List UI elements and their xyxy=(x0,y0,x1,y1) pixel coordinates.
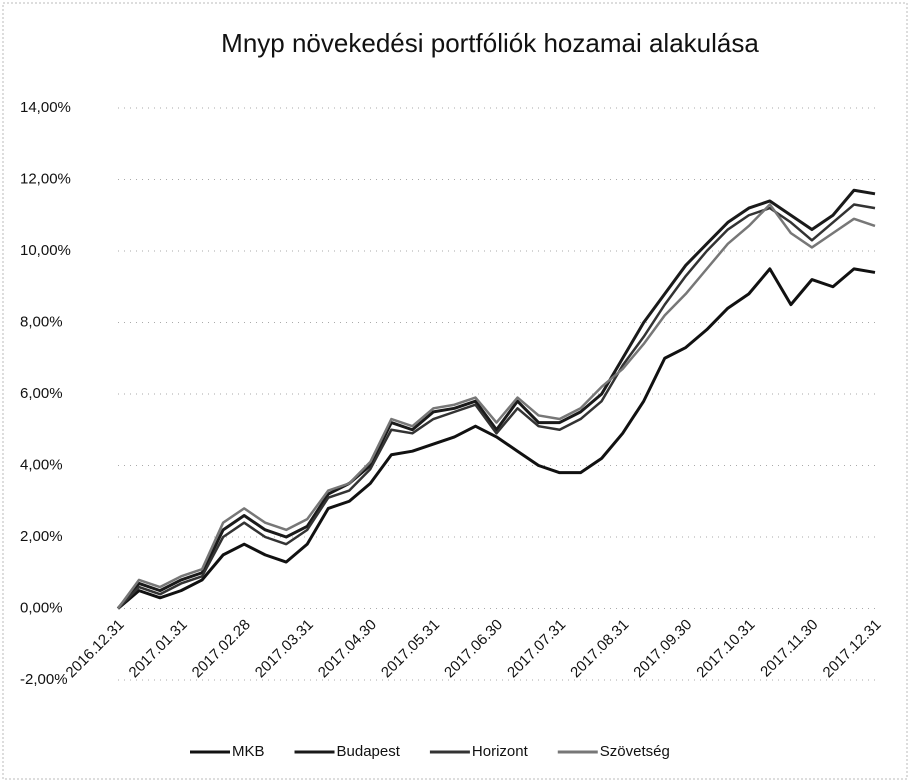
y-tick-label: -2,00% xyxy=(20,671,68,688)
legend-label: Budapest xyxy=(337,743,401,760)
x-tick-label: 2017.04.30 xyxy=(315,616,380,681)
legend-item: Szövetség xyxy=(557,743,670,760)
x-tick-label: 2017.01.31 xyxy=(126,616,191,681)
series-line xyxy=(116,203,876,610)
y-tick-label: 8,00% xyxy=(20,313,63,330)
legend-label: Szövetség xyxy=(600,743,670,760)
legend-item: MKB xyxy=(190,743,265,760)
y-tick-label: 6,00% xyxy=(20,385,63,402)
y-tick-label: 10,00% xyxy=(20,242,71,259)
x-tick-label: 2017.02.28 xyxy=(189,616,254,681)
x-tick-label: 2017.06.30 xyxy=(441,616,506,681)
series-line xyxy=(117,203,876,610)
x-tick-label: 2017.11.30 xyxy=(757,616,821,680)
series-line xyxy=(116,188,876,610)
chart-title: Mnyp növekedési portfóliók hozamai alaku… xyxy=(221,28,759,58)
x-tick-label: 2016.12.31 xyxy=(63,616,128,681)
y-tick-label: 14,00% xyxy=(20,99,71,116)
y-tick-label: 4,00% xyxy=(20,456,63,473)
legend-item: Budapest xyxy=(294,743,401,760)
legend-label: MKB xyxy=(232,743,265,760)
y-tick-label: 2,00% xyxy=(20,528,63,545)
legend-item: Horizont xyxy=(429,743,529,760)
x-tick-label: 2017.12.31 xyxy=(820,616,885,681)
x-tick-label: 2017.08.31 xyxy=(567,616,632,681)
x-tick-label: 2017.03.31 xyxy=(252,616,317,681)
y-tick-label: 12,00% xyxy=(20,170,71,187)
legend-label: Horizont xyxy=(472,743,529,760)
series-line xyxy=(117,267,876,610)
x-tick-label: 2017.09.30 xyxy=(630,616,695,681)
x-tick-label: 2017.10.31 xyxy=(693,616,758,681)
y-tick-label: 0,00% xyxy=(20,599,63,616)
x-tick-label: 2017.07.31 xyxy=(504,616,569,681)
x-tick-label: 2017.05.31 xyxy=(378,616,443,681)
